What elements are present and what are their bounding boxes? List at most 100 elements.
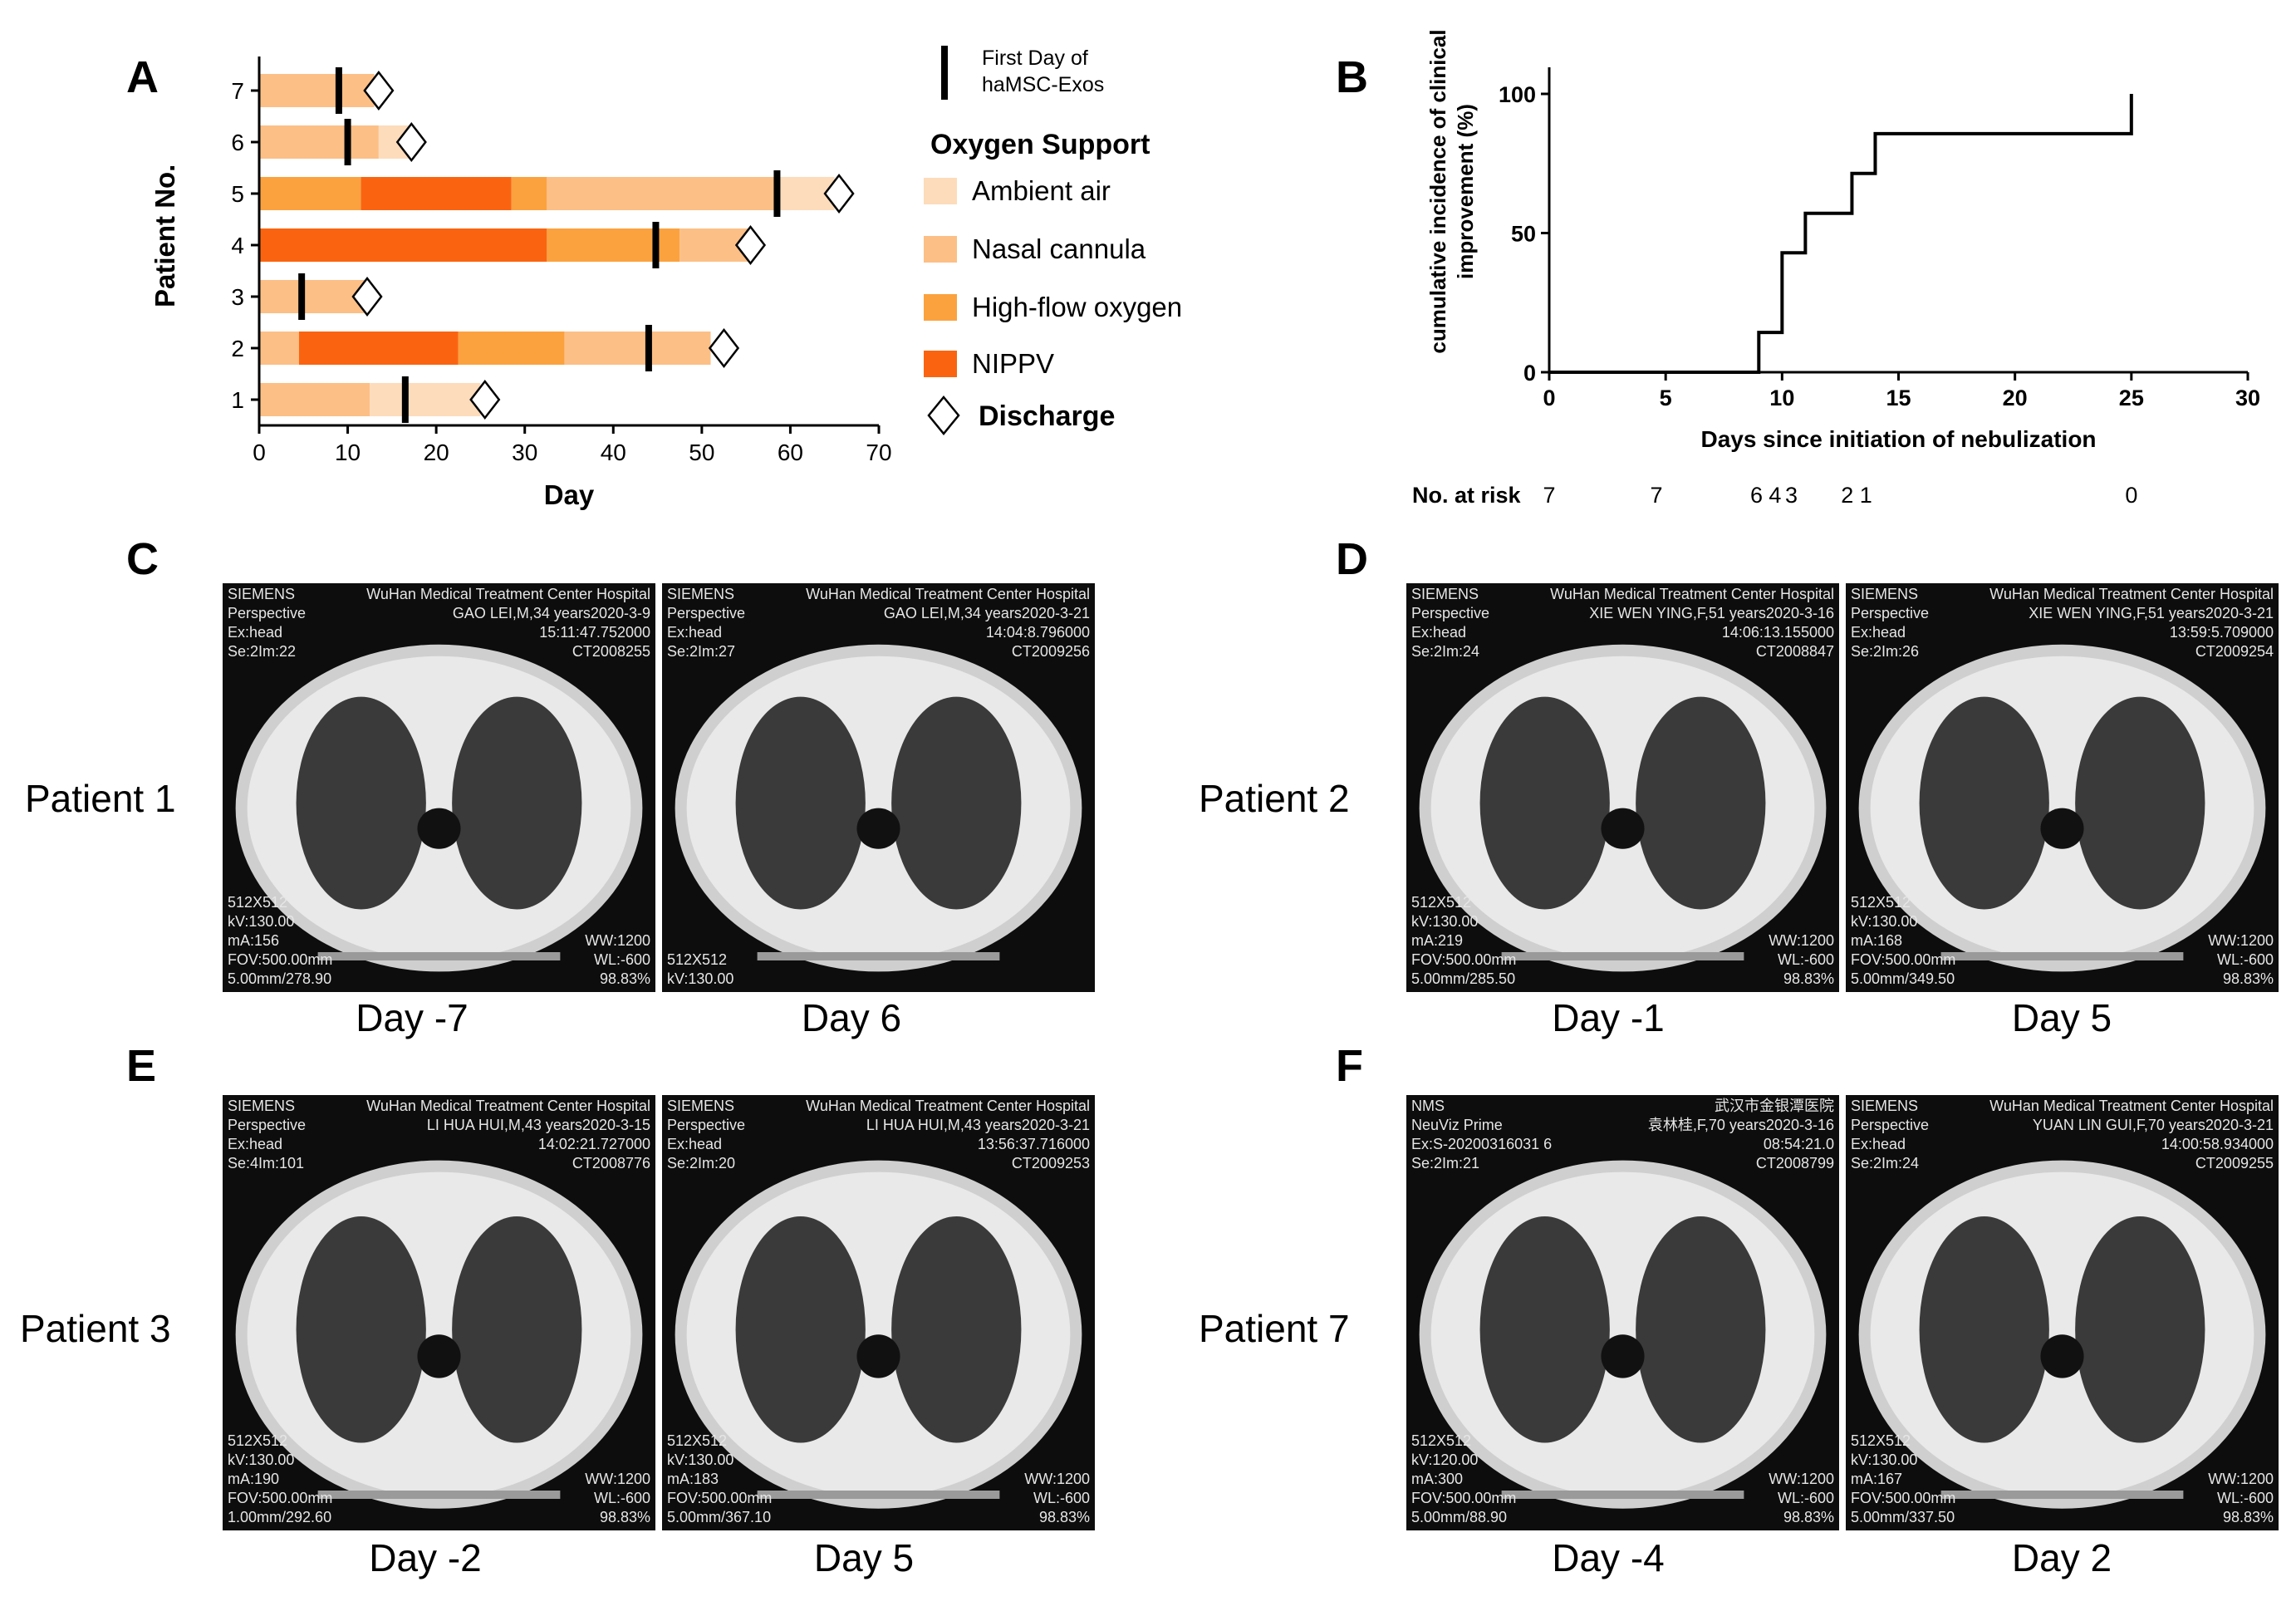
y-tick-label: 4 (231, 233, 244, 258)
ct-left-lung (2075, 696, 2205, 910)
patient-label-e: Patient 3 (20, 1307, 171, 1350)
legend: First Day of haMSC-Exos Oxygen Support A… (924, 46, 1182, 435)
ct-image (1858, 644, 2266, 972)
ct-overlay-br: WW:1200 WL:-600 98.83% (585, 1471, 650, 1525)
ct-overlay-tr: 武汉市金银潭医院 袁林桂,F,70 years2020-3-16 08:54:2… (1647, 1098, 1834, 1171)
at-risk-count: 4 (1769, 483, 1781, 508)
day-label-c1: Day 6 (801, 996, 902, 1039)
step-line-series (1549, 94, 2133, 374)
day-label-f1: Day 2 (2011, 1536, 2112, 1579)
ct-overlay-br: WW:1200 WL:-600 98.83% (1769, 1471, 1834, 1525)
bar-patient-4-seg-0 (259, 228, 547, 262)
legend-discharge-diamond (927, 395, 960, 435)
patient-label-f: Patient 7 (1199, 1307, 1350, 1350)
x-tick-label: 20 (2003, 386, 2028, 410)
x-tick-label: 25 (2119, 386, 2144, 410)
ct-overlay-bl: 512X512 kV:130.00 mA:183 FOV:500.00mm 5.… (667, 1432, 773, 1525)
bar-patient-2-seg-2 (458, 332, 565, 365)
bar-patient-4-seg-1 (547, 228, 680, 262)
bar-patient-5-seg-1 (361, 177, 512, 210)
ct-trachea (856, 808, 900, 849)
ct-overlay-tl: SIEMENS Perspective Ex:head Se:2Im:26 (1851, 586, 1930, 660)
ct-overlay-tl: SIEMENS Perspective Ex:head Se:2Im:27 (667, 586, 746, 660)
at-risk-count: 1 (1860, 483, 1872, 508)
ct-left-lung (891, 1216, 1022, 1443)
ct-trachea (2040, 808, 2084, 849)
ct-overlay-tl: SIEMENS Perspective Ex:head Se:2Im:22 (228, 586, 307, 660)
y-tick-label: 3 (231, 284, 244, 310)
legend-swatch-ambient-air (924, 178, 957, 204)
ct-overlay-bl: 512X512 kV:130.00 (667, 951, 734, 987)
ct-image (235, 1160, 643, 1509)
y-axis-title-line2: improvement (%) (1453, 104, 1478, 279)
ct-scan-e1: SIEMENS Perspective Ex:head Se:2Im:20 WuH… (662, 1095, 1095, 1530)
ct-trachea (1601, 1334, 1645, 1378)
ct-right-lung (1919, 1216, 2049, 1443)
legend-high-flow-oxygen: High-flow oxygen (972, 292, 1182, 322)
discharge-diamond-patient-3 (351, 276, 383, 317)
y-tick-label: 100 (1499, 82, 1536, 107)
ct-scan-d1: SIEMENS Perspective Ex:head Se:2Im:26 WuH… (1846, 583, 2279, 992)
x-axis-title: Days since initiation of nebulization (1700, 426, 2096, 452)
ct-overlay-br: WW:1200 WL:-600 98.83% (1024, 1471, 1090, 1525)
ct-trachea (856, 1334, 900, 1378)
bar-patient-2-seg-0 (259, 332, 299, 365)
panel-letter-c: C (126, 534, 159, 584)
ct-overlay-tr: WuHan Medical Treatment Center Hospital … (1550, 586, 1834, 660)
ct-scan-f1: SIEMENS Perspective Ex:head Se:2Im:24 WuH… (1846, 1095, 2279, 1530)
x-tick-label: 20 (424, 440, 449, 465)
bar-patient-1-seg-0 (259, 383, 370, 416)
ct-table (317, 1491, 561, 1499)
ct-trachea (417, 808, 461, 849)
ct-overlay-tr: WuHan Medical Treatment Center Hospital … (806, 1098, 1090, 1171)
bar-patient-2-seg-3 (564, 332, 711, 365)
discharge-diamond-patient-5 (823, 173, 855, 214)
ct-image (675, 1160, 1082, 1509)
legend-nasal-cannula: Nasal cannula (972, 233, 1146, 264)
patient-label-c: Patient 1 (25, 777, 176, 820)
at-risk-count: 6 (1750, 483, 1763, 508)
ct-table (757, 952, 1000, 960)
legend-ambient-air: Ambient air (972, 175, 1111, 206)
ct-right-lung (1479, 1216, 1610, 1443)
ct-right-lung (1919, 696, 2049, 910)
x-tick-label: 0 (1543, 386, 1555, 410)
ct-right-lung (296, 1216, 426, 1443)
ct-left-lung (891, 696, 1022, 910)
x-tick-label: 10 (335, 440, 361, 465)
ct-overlay-bl: 512X512 kV:130.00 mA:168 FOV:500.00mm 5.… (1851, 894, 1956, 987)
y-tick-label: 50 (1511, 222, 1536, 247)
x-tick-label: 70 (866, 440, 891, 465)
discharge-diamond-patient-2 (708, 327, 740, 369)
ct-overlay-tr: WuHan Medical Treatment Center Hospital … (1989, 1098, 2274, 1171)
ct-overlay-tr: WuHan Medical Treatment Center Hospital … (1989, 586, 2274, 660)
bar-patient-5-seg-2 (511, 177, 547, 210)
legend-swatch-nippv (924, 351, 957, 377)
ct-overlay-tl: NMS NeuViz Prime Ex:S-20200316031 6 Se:2… (1411, 1098, 1553, 1171)
bar-patient-3-seg-0 (259, 280, 365, 313)
x-tick-label: 10 (1769, 386, 1794, 410)
x-tick-label: 0 (253, 440, 266, 465)
ct-overlay-tl: SIEMENS Perspective Ex:head Se:2Im:20 (667, 1098, 746, 1171)
bar-patient-6-seg-0 (259, 125, 379, 159)
ct-table (1501, 952, 1744, 960)
x-tick-label: 40 (601, 440, 626, 465)
ct-overlay-tr: WuHan Medical Treatment Center Hospital … (366, 1098, 650, 1171)
panel-letter-b: B (1336, 52, 1368, 102)
ct-overlay-tl: SIEMENS Perspective Ex:head Se:2Im:24 (1411, 586, 1490, 660)
x-tick-label: 15 (1886, 386, 1911, 410)
discharge-diamond-patient-4 (734, 224, 767, 266)
ct-overlay-tl: SIEMENS Perspective Ex:head Se:4Im:101 (228, 1098, 307, 1171)
ct-table (1940, 1491, 2184, 1499)
ct-overlay-br: WW:1200 WL:-600 98.83% (1769, 932, 1834, 987)
at-risk-count: 0 (2125, 483, 2137, 508)
y-axis-title-line1: cumulative incidence of clinical (1425, 29, 1450, 353)
ct-overlay-br: WW:1200 WL:-600 98.83% (585, 932, 650, 987)
at-risk-count: 7 (1543, 483, 1555, 508)
chart-a-ylabel: Patient No. (150, 164, 180, 307)
y-tick-label: 2 (231, 336, 244, 361)
day-label-d0: Day -1 (1552, 996, 1665, 1039)
ct-image (1419, 644, 1827, 972)
discharge-diamond-patient-1 (469, 379, 501, 420)
